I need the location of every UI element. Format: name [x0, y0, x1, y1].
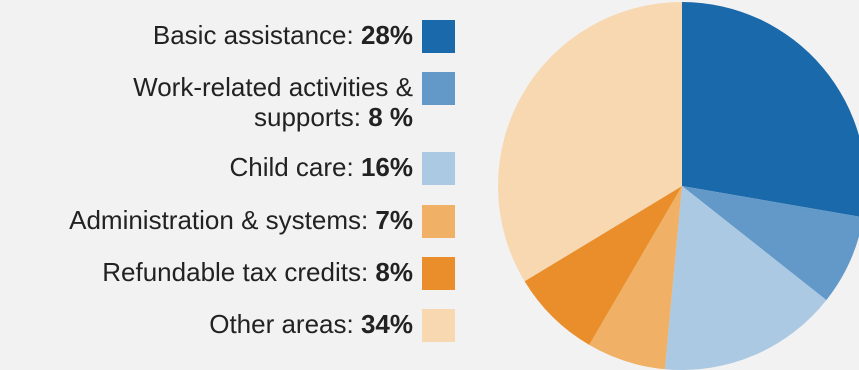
legend-item-administration: Administration & systems: 7%	[69, 205, 455, 238]
legend-label-text: Basic assistance:	[152, 20, 361, 50]
legend-label-text: Other areas:	[209, 309, 361, 339]
legend-label: Administration & systems: 7%	[69, 205, 413, 235]
pie-slice-5	[497, 2, 682, 282]
legend-swatch	[422, 20, 455, 53]
legend-label-line-1: Work-related activities &	[133, 72, 413, 102]
legend-item-child-care: Child care: 16%	[229, 152, 455, 185]
legend-label: Child care: 16%	[229, 152, 413, 182]
legend-item-work-related: Work-related activities & supports: 8 %	[133, 72, 455, 132]
legend-swatch	[422, 152, 455, 185]
legend-value: 7%	[375, 205, 413, 235]
legend-label-text: Refundable tax credits:	[102, 257, 376, 287]
pie-slice-0	[682, 2, 859, 217]
legend-item-basic-assistance: Basic assistance: 28%	[153, 20, 455, 53]
legend-swatch	[422, 309, 455, 342]
legend-value: 8%	[375, 257, 413, 287]
legend-label: Refundable tax credits: 8%	[102, 257, 413, 287]
pie-slice-2	[664, 186, 827, 370]
legend-value: 34%	[360, 309, 413, 339]
pie-slice-1	[682, 186, 859, 301]
legend-value: 16%	[360, 152, 413, 182]
legend-swatch	[422, 205, 455, 238]
legend-item-other-areas: Other areas: 34%	[209, 309, 455, 342]
legend-value: 28%	[360, 20, 413, 50]
legend-label: Work-related activities & supports: 8 %	[133, 72, 413, 132]
pie-slice-3	[589, 186, 682, 370]
legend-item-refundable-tax-credits: Refundable tax credits: 8%	[102, 257, 455, 290]
legend-label-line-2: supports:	[254, 102, 369, 132]
legend-swatch	[422, 257, 455, 290]
legend-swatch	[422, 72, 455, 105]
legend-label: Other areas: 34%	[209, 309, 413, 339]
chart-legend: Basic assistance: 28% Work-related activ…	[69, 20, 455, 342]
legend-value: 8 %	[368, 102, 413, 132]
legend-label: Basic assistance: 28%	[153, 20, 413, 50]
legend-label-text: Administration & systems:	[69, 205, 376, 235]
pie-slice-4	[524, 186, 682, 345]
legend-label-text: Child care:	[229, 152, 361, 182]
